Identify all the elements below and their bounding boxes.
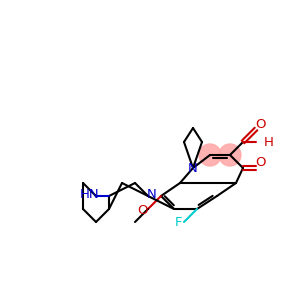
Circle shape	[199, 144, 221, 166]
Text: N: N	[147, 188, 157, 202]
Text: H: H	[264, 136, 274, 148]
Text: F: F	[174, 217, 182, 230]
Circle shape	[219, 144, 241, 166]
Text: O: O	[255, 118, 265, 130]
Text: O: O	[255, 157, 265, 169]
Text: O: O	[138, 203, 148, 217]
Text: N: N	[188, 163, 198, 176]
Text: HN: HN	[80, 188, 100, 202]
